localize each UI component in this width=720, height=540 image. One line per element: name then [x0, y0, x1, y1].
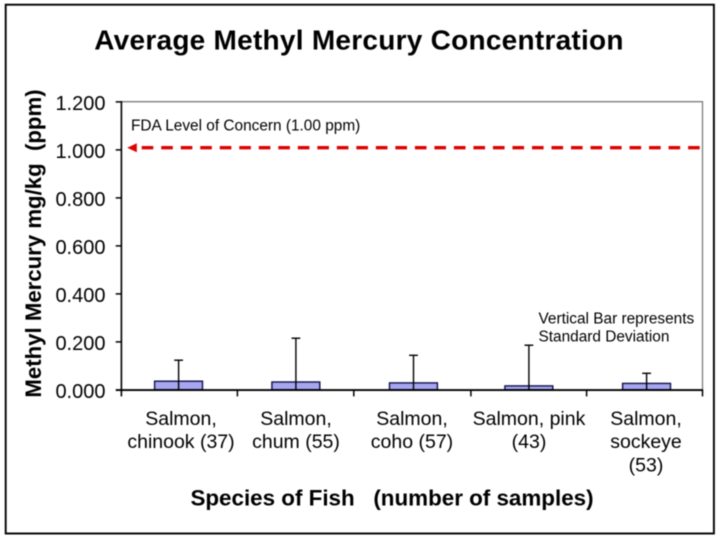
svg-text:Standard Deviation: Standard Deviation — [539, 329, 670, 346]
svg-text:0.400: 0.400 — [55, 285, 105, 307]
svg-text:1.000: 1.000 — [55, 141, 105, 163]
svg-text:(53): (53) — [629, 455, 664, 477]
svg-text:0.800: 0.800 — [55, 189, 105, 211]
svg-text:(43): (43) — [512, 431, 547, 453]
svg-text:FDA Level of Concern (1.00 ppm: FDA Level of Concern (1.00 ppm) — [131, 117, 360, 134]
svg-text:Methyl Mercury mg/kg (ppm): Methyl Mercury mg/kg (ppm) — [21, 89, 46, 397]
svg-text:Species of Fish (number of s: Species of Fish (number of samples) — [190, 486, 593, 511]
svg-text:0.200: 0.200 — [55, 333, 105, 355]
svg-text:coho (57): coho (57) — [371, 431, 453, 453]
svg-text:Salmon,: Salmon, — [610, 408, 682, 430]
svg-text:Average Methyl Mercury Concent: Average Methyl Mercury Concentration — [94, 25, 624, 56]
svg-text:chum (55): chum (55) — [252, 431, 340, 453]
svg-text:0.600: 0.600 — [55, 237, 105, 259]
svg-text:1.200: 1.200 — [55, 93, 105, 115]
svg-text:Salmon,: Salmon, — [260, 408, 332, 430]
svg-text:Vertical Bar represents: Vertical Bar represents — [539, 310, 695, 327]
svg-text:Salmon,: Salmon, — [376, 408, 448, 430]
svg-text:0.000: 0.000 — [55, 381, 105, 403]
svg-text:Salmon,: Salmon, — [145, 408, 217, 430]
svg-text:chinook (37): chinook (37) — [127, 431, 234, 453]
svg-text:sockeye: sockeye — [610, 431, 682, 453]
svg-text:Salmon, pink: Salmon, pink — [473, 408, 586, 430]
